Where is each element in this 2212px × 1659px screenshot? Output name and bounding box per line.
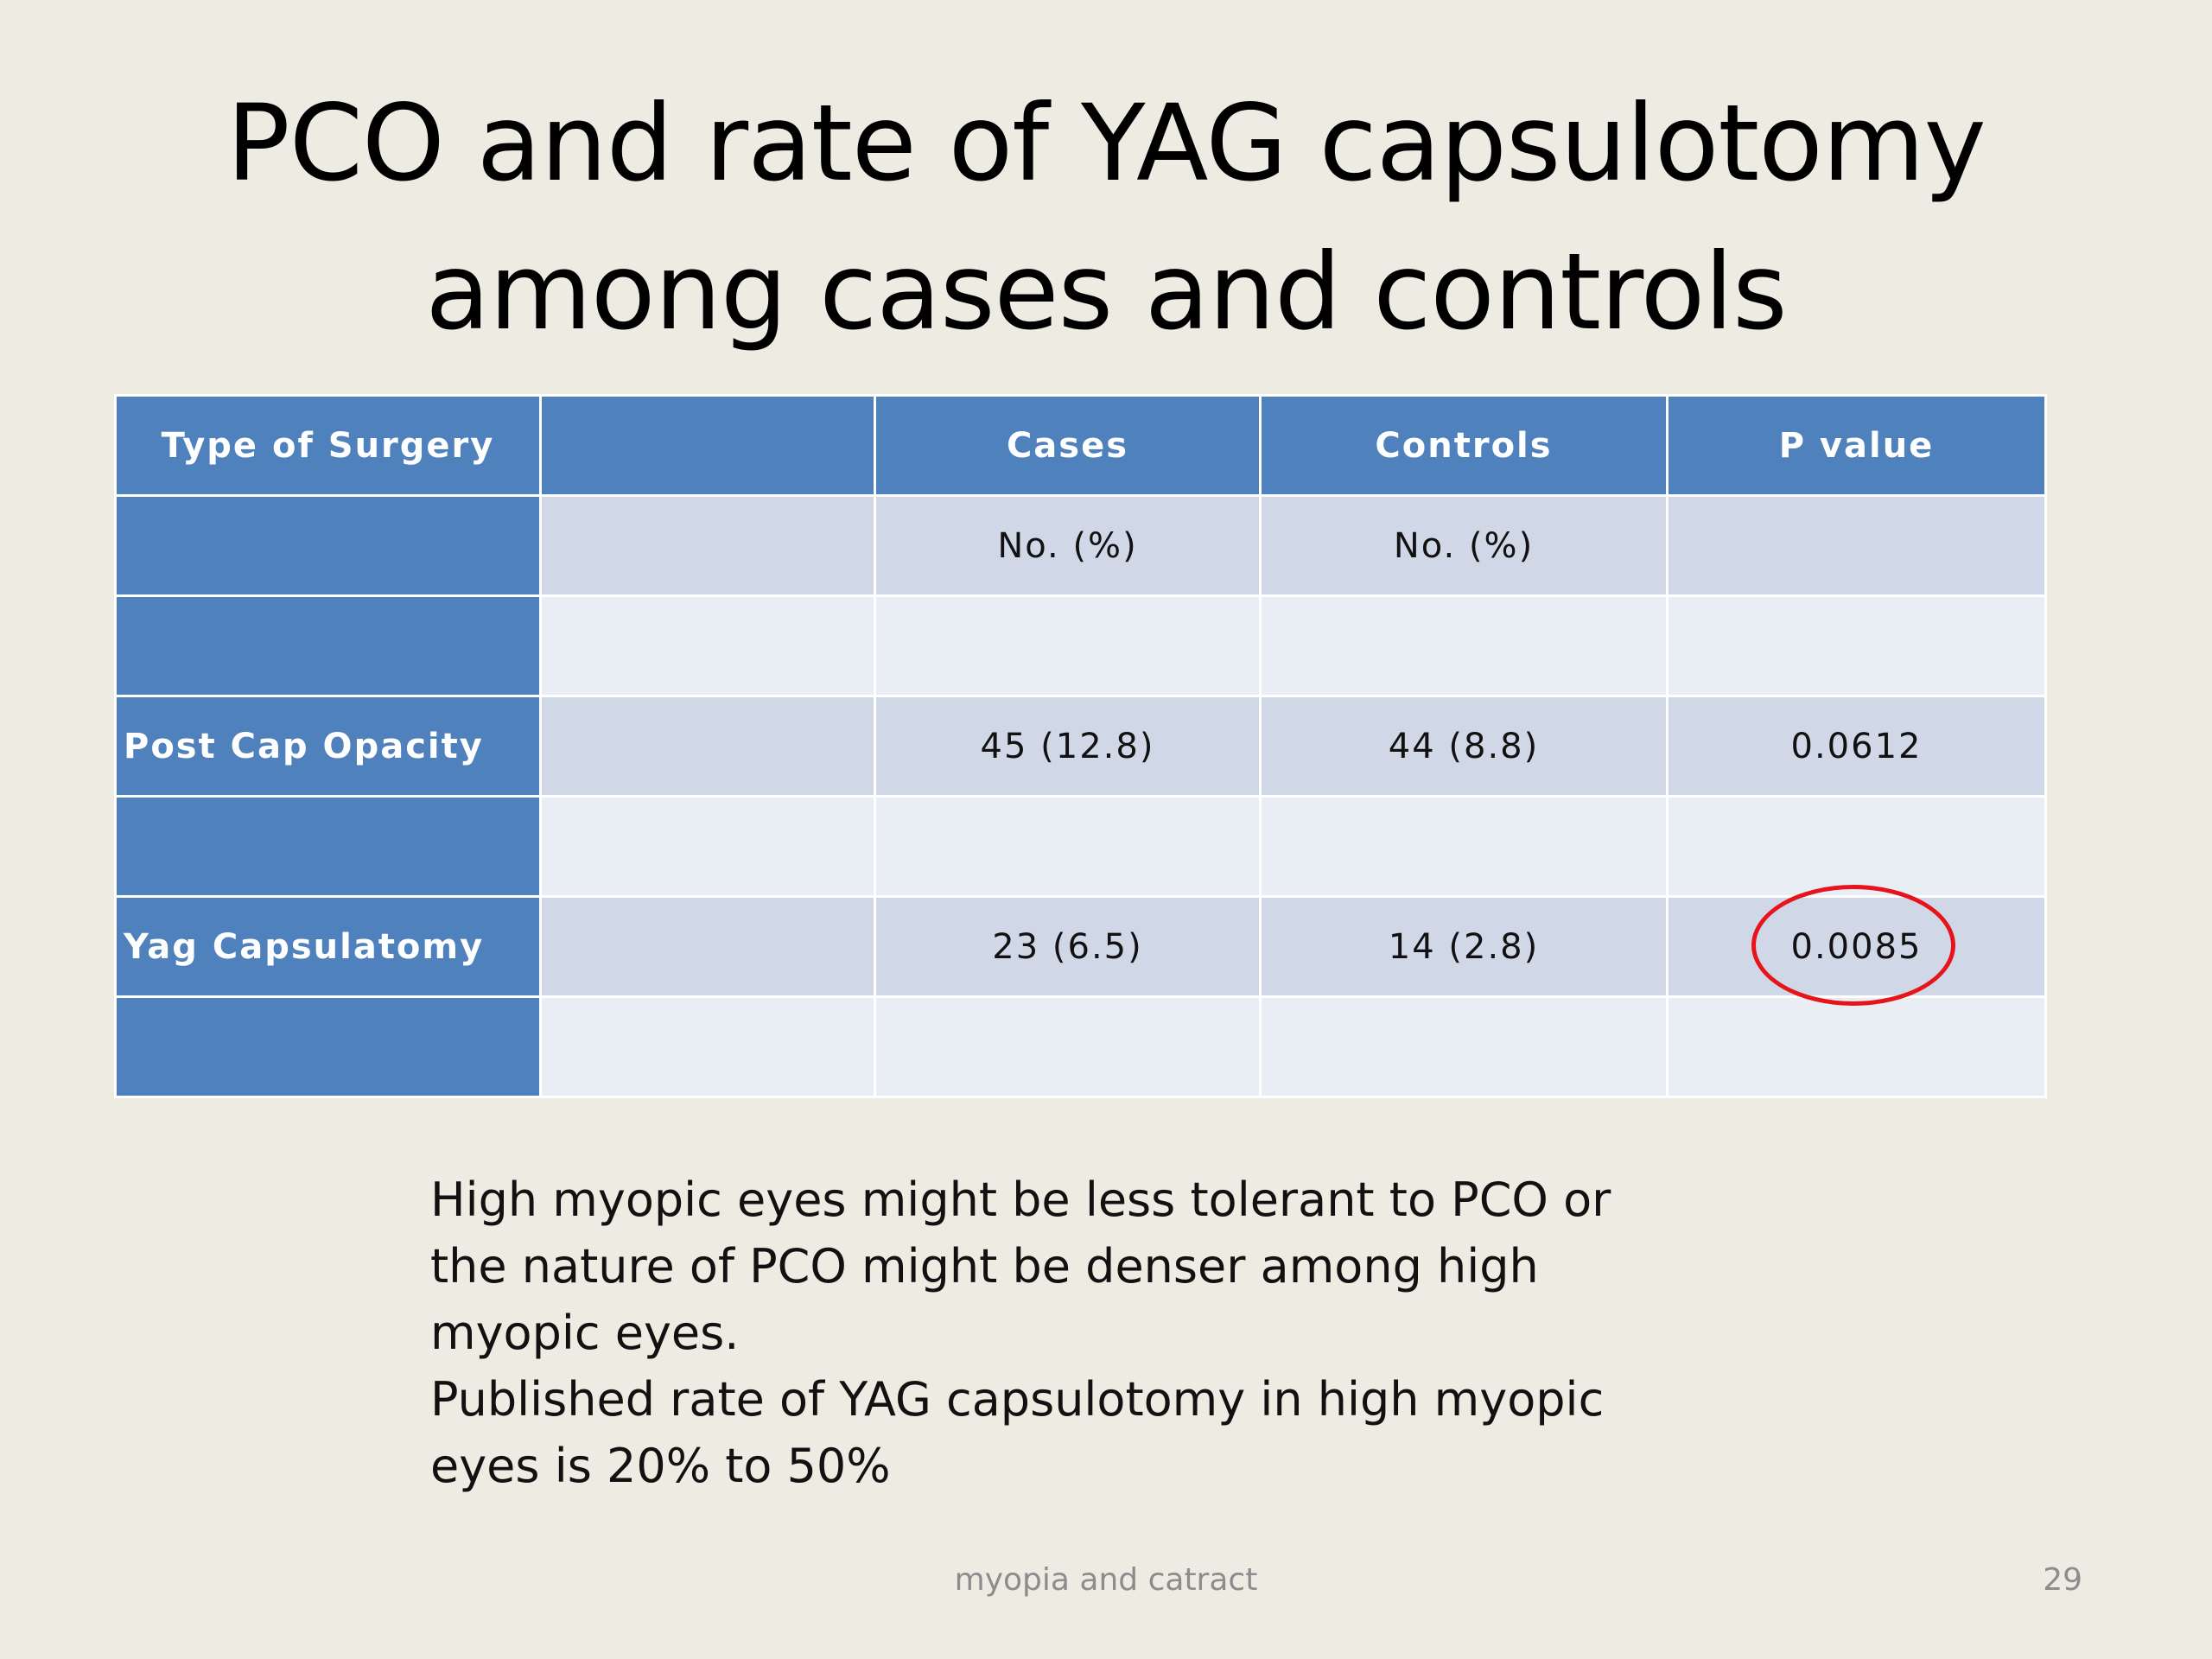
- table-cell: [1666, 494, 2047, 597]
- header-cases: Cases: [874, 394, 1262, 497]
- results-table: Type of Surgery Cases Controls P value N…: [114, 394, 2047, 1098]
- table-cell: [539, 494, 876, 597]
- table-cell: [1666, 795, 2047, 898]
- title-line-1: PCO and rate of YAG capsulotomy: [226, 82, 1986, 205]
- slide-footer: myopia and catract: [954, 1562, 1258, 1598]
- note-line-1: High myopic eyes might be less tolerant …: [430, 1173, 1611, 1227]
- table-header-row: Type of Surgery Cases Controls P value: [114, 394, 2047, 497]
- cases-unit-cell: No. (%): [874, 494, 1262, 597]
- row-label-post-cap-opacity: Post Cap Opacity: [114, 695, 542, 798]
- table-cell: [539, 594, 876, 697]
- table-cell: [539, 795, 876, 898]
- table-cell: [1666, 594, 2047, 697]
- controls-unit-cell: No. (%): [1259, 494, 1669, 597]
- table-cell: [539, 695, 876, 798]
- table-row: [114, 795, 2047, 898]
- table-cell: [874, 594, 1262, 697]
- row-label: [114, 795, 542, 898]
- table-cell: [539, 995, 876, 1098]
- row-label: [114, 995, 542, 1098]
- yag-cases-cell: 23 (6.5): [874, 895, 1262, 998]
- table-row: [114, 995, 2047, 1098]
- slide-title: PCO and rate of YAG capsulotomy among ca…: [0, 69, 2212, 366]
- table-cell: [1259, 795, 1669, 898]
- page-number: 29: [2043, 1562, 2082, 1598]
- table-row: No. (%) No. (%): [114, 494, 2047, 597]
- table-row-yag-capsulatomy: Yag Capsulatomy 23 (6.5) 14 (2.8) 0.0085: [114, 884, 2047, 1006]
- row-label: [114, 594, 542, 697]
- table-row: [114, 594, 2047, 697]
- pco-p-value-cell: 0.0612: [1666, 695, 2047, 798]
- table-row-post-cap-opacity: Post Cap Opacity 45 (12.8) 44 (8.8) 0.06…: [114, 695, 2047, 798]
- conclusion-note: High myopic eyes might be less tolerant …: [430, 1166, 1726, 1499]
- note-line-3: myopic eyes.: [430, 1306, 740, 1360]
- header-blank: [539, 394, 876, 497]
- note-line-4: Published rate of YAG capsulotomy in hig…: [430, 1372, 1605, 1427]
- yag-p-value-text: 0.0085: [1790, 926, 1923, 967]
- table-cell: [1259, 594, 1669, 697]
- table-cell: [1259, 995, 1669, 1098]
- table-cell: [874, 795, 1262, 898]
- note-line-5: eyes is 20% to 50%: [430, 1439, 891, 1493]
- header-type-of-surgery: Type of Surgery: [114, 394, 542, 497]
- table-cell: [874, 995, 1262, 1098]
- note-line-2: the nature of PCO might be denser among …: [430, 1239, 1539, 1294]
- yag-controls-cell: 14 (2.8): [1259, 895, 1669, 998]
- pco-controls-cell: 44 (8.8): [1259, 695, 1669, 798]
- yag-p-value-cell: 0.0085: [1666, 884, 2047, 1006]
- header-controls: Controls: [1259, 394, 1669, 497]
- row-label-yag-capsulatomy: Yag Capsulatomy: [114, 895, 542, 998]
- table-cell: [539, 895, 876, 998]
- header-p-value: P value: [1666, 394, 2047, 497]
- pco-cases-cell: 45 (12.8): [874, 695, 1262, 798]
- title-line-2: among cases and controls: [425, 231, 1787, 353]
- table-cell: [1666, 995, 2047, 1098]
- row-label: [114, 494, 542, 597]
